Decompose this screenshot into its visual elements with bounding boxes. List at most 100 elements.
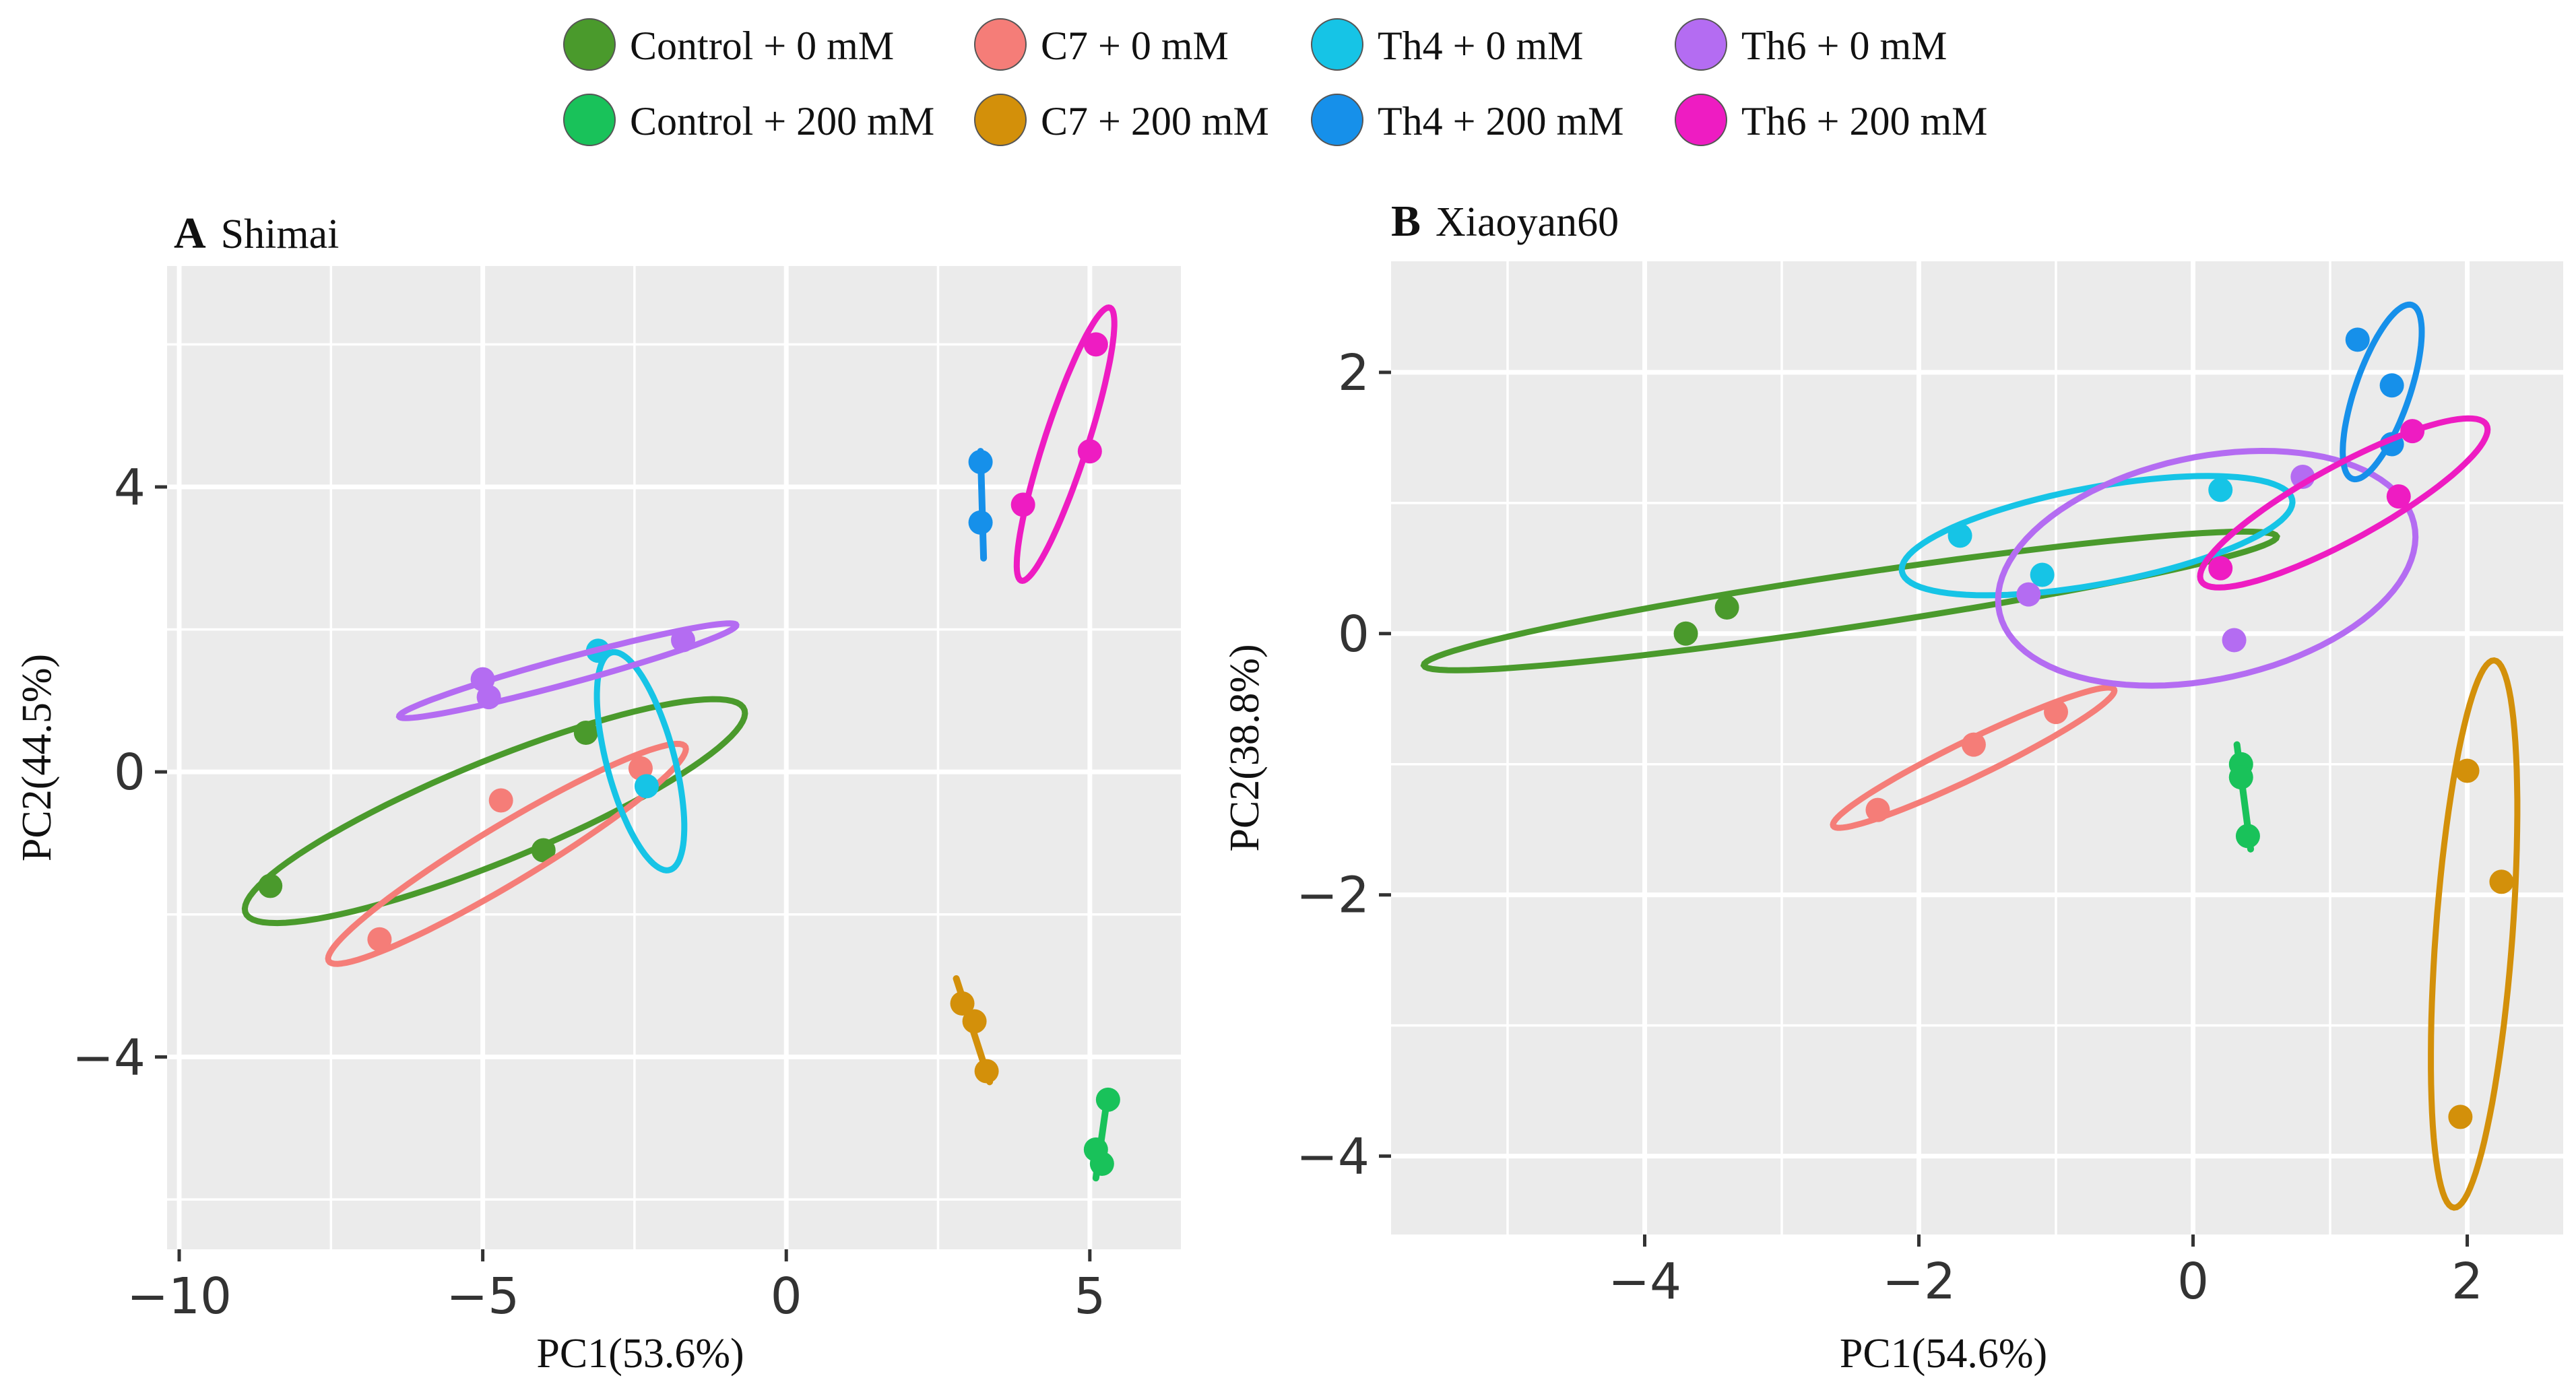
- data-point: [2489, 869, 2514, 894]
- legend-label: Th4 + 200 mM: [1378, 99, 1624, 143]
- data-point: [1077, 439, 1102, 464]
- series-c7-200-mm: [2428, 657, 2521, 1211]
- y-axis-title: PC2(38.8%): [1222, 644, 1268, 851]
- x-tick-label: −2: [1882, 1253, 1956, 1311]
- confidence-ellipse: [1830, 684, 2118, 831]
- y-tick-label: 0: [1338, 605, 1370, 663]
- data-point: [2235, 824, 2260, 849]
- confidence-ellipse: [593, 649, 688, 874]
- axes: −4 −2 0 2 −4 −2 0 2: [1296, 344, 2483, 1311]
- legend-label: C7 + 200 mM: [1041, 99, 1269, 143]
- y-tick-label: −2: [1296, 867, 1370, 925]
- data-point: [2228, 765, 2253, 790]
- data-point: [2448, 1105, 2473, 1129]
- data-point: [2386, 484, 2411, 509]
- data-marks: [1420, 301, 2521, 1211]
- legend-swatch: [974, 94, 1027, 146]
- data-point: [1673, 621, 1698, 646]
- data-point: [1714, 595, 1739, 620]
- panel-title: B Xiaoyan60: [1391, 197, 1619, 246]
- data-point: [2345, 327, 2370, 352]
- legend-label: Th6 + 0 mM: [1741, 24, 1947, 68]
- legend-item-th6-200-mm: Th6 + 200 mM: [1675, 94, 1988, 146]
- series-control-200-mm: [2228, 741, 2260, 853]
- data-point: [1095, 1087, 1120, 1112]
- confidence-ellipse: [1898, 473, 2296, 599]
- confidence-ellipse: [2197, 415, 2491, 591]
- y-tick-label: −4: [72, 1028, 146, 1086]
- legend-swatch: [974, 18, 1027, 71]
- legend-item-control-200-mm: Control + 200 mM: [563, 94, 934, 146]
- y-axis-title: PC2(44.5%): [14, 654, 60, 861]
- legend-swatch: [563, 94, 616, 146]
- panel-a-shimai: −10 −5 0 5 −4 0 4 PC1(53.6%) PC2(44.5%) A Shimai: [14, 209, 1181, 1377]
- series-th6-0-mm: [1995, 447, 2419, 689]
- data-point: [2208, 477, 2233, 502]
- series-c7-200-mm: [950, 975, 999, 1086]
- legend-label: Control + 0 mM: [630, 24, 894, 68]
- data-point: [962, 1009, 987, 1034]
- series-c7-0-mm: [1830, 684, 2118, 831]
- data-point: [950, 991, 975, 1016]
- x-tick-label: 2: [2451, 1253, 2483, 1311]
- series-th6-200-mm: [2197, 415, 2491, 591]
- x-tick-label: 0: [2177, 1253, 2209, 1311]
- series-c7-0-mm: [325, 740, 689, 967]
- data-point: [2030, 562, 2055, 587]
- legend-label: C7 + 0 mM: [1041, 24, 1229, 68]
- legend-item-c7-0-mm: C7 + 0 mM: [974, 18, 1229, 71]
- data-point: [974, 1059, 999, 1084]
- axes: −10 −5 0 5 −4 0 4: [72, 459, 1105, 1325]
- panel-letter: A: [174, 209, 206, 258]
- x-tick-label: 5: [1074, 1267, 1105, 1325]
- legend-item-th4-200-mm: Th4 + 200 mM: [1311, 94, 1624, 146]
- legend-swatch: [1675, 18, 1727, 71]
- legend-swatch: [1675, 94, 1727, 146]
- grid: [1391, 261, 2563, 1234]
- series-th4-200-mm: [968, 448, 993, 562]
- data-point: [367, 927, 392, 952]
- panel-letter: B: [1391, 197, 1421, 246]
- legend-item-th4-0-mm: Th4 + 0 mM: [1311, 18, 1584, 71]
- panel-name: Shimai: [221, 211, 340, 257]
- data-point: [1947, 523, 1972, 548]
- data-point: [1083, 1137, 1108, 1162]
- y-tick-label: 4: [114, 459, 146, 517]
- legend-item-th6-0-mm: Th6 + 0 mM: [1675, 18, 1947, 71]
- legend-item-c7-200-mm: C7 + 200 mM: [974, 94, 1269, 146]
- confidence-ellipse: [1995, 447, 2419, 689]
- y-tick-label: 2: [1338, 344, 1370, 402]
- data-point: [258, 874, 283, 898]
- x-axis-title: PC1(54.6%): [1840, 1331, 2047, 1377]
- y-tick-label: 0: [114, 744, 146, 801]
- data-marks: [241, 304, 1120, 1182]
- data-point: [634, 774, 659, 799]
- data-point: [2455, 758, 2480, 783]
- data-point: [2222, 628, 2247, 653]
- confidence-ellipse: [325, 740, 689, 967]
- data-point: [2208, 556, 2233, 581]
- series-th6-200-mm: [1010, 304, 1118, 584]
- legend-swatch: [1311, 18, 1363, 71]
- data-point: [2044, 700, 2069, 725]
- data-point: [488, 788, 513, 813]
- data-point: [531, 838, 556, 863]
- legend-swatch: [1311, 94, 1363, 146]
- data-point: [1865, 797, 1890, 822]
- legend-label: Th4 + 0 mM: [1378, 24, 1584, 68]
- legend-label: Control + 200 mM: [630, 99, 934, 143]
- data-point: [2400, 419, 2425, 444]
- data-point: [1010, 492, 1035, 517]
- panel-title: A Shimai: [174, 209, 339, 258]
- series-control-200-mm: [1083, 1087, 1120, 1182]
- legend-label: Th6 + 200 mM: [1741, 99, 1988, 143]
- data-point: [2379, 373, 2404, 398]
- confidence-ellipse: [2428, 657, 2521, 1211]
- data-point: [671, 628, 696, 653]
- series-th4-200-mm: [2340, 301, 2425, 483]
- panel-name: Xiaoyan60: [1436, 199, 1619, 245]
- confidence-ellipse: [395, 620, 740, 721]
- data-point: [573, 720, 598, 745]
- x-tick-label: −10: [127, 1267, 232, 1325]
